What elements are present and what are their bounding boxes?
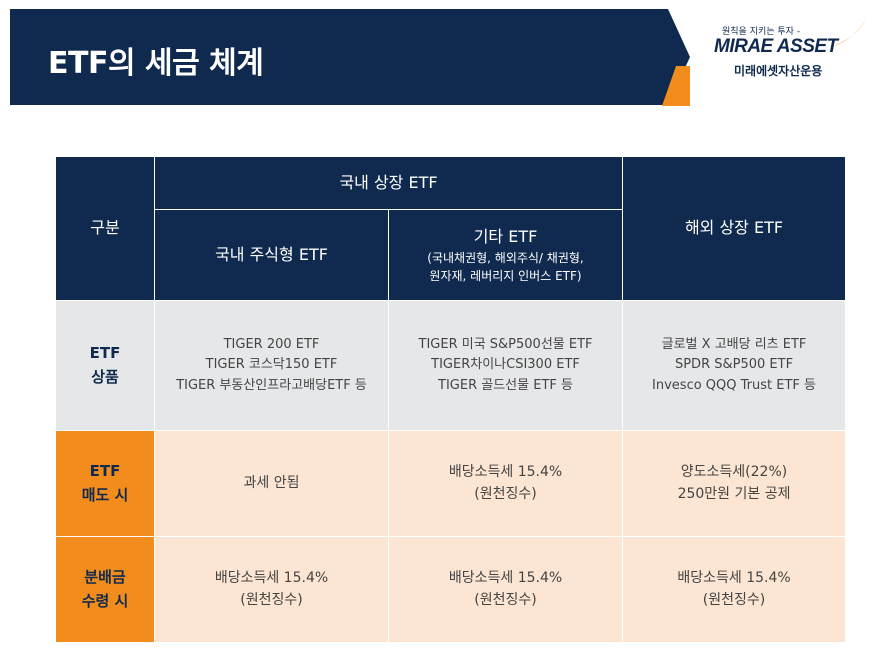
- logo-swoosh-icon: [834, 20, 866, 46]
- cell-line: (원천징수): [474, 591, 537, 608]
- cell-products-other: TIGER 미국 S&P500선물 ETF TIGER차이나CSI300 ETF…: [387, 300, 624, 431]
- cell-distribution-other: 배당소득세 15.4% (원천징수): [387, 536, 624, 643]
- cell-products-overseas: 글로벌 X 고배당 리츠 ETF SPDR S&P500 ETF Invesco…: [622, 300, 847, 431]
- row-label-line: 분배금: [84, 568, 126, 587]
- cell-line: 글로벌 X 고배당 리츠 ETF: [661, 337, 807, 353]
- tax-table: 구분 국내 상장 ETF 해외 상장 ETF 국내 주식형 ETF 기타 ETF…: [55, 156, 847, 643]
- cell-line: 배당소득세 15.4%: [214, 569, 329, 586]
- cell-line: 양도소득세(22%): [680, 463, 788, 480]
- col-header-other-title: 기타 ETF: [473, 226, 538, 246]
- cell-sale-other: 배당소득세 15.4% (원천징수): [387, 430, 624, 537]
- col-header-domestic-equity: 국내 주식형 ETF: [154, 209, 389, 301]
- cell-distribution-domestic-equity: 배당소득세 15.4% (원천징수): [154, 536, 389, 643]
- cell-line: (원천징수): [240, 591, 303, 608]
- row-label-on-sale: ETF 매도 시: [55, 430, 155, 537]
- cell-line: (원천징수): [474, 485, 537, 502]
- header-banner: [10, 9, 690, 105]
- cell-line: SPDR S&P500 ETF: [674, 357, 794, 373]
- cell-line: TIGER차이나CSI300 ETF: [431, 357, 580, 373]
- col-header-overseas: 해외 상장 ETF: [622, 156, 847, 301]
- cell-line: TIGER 부동산인프라고배당ETF 등: [176, 377, 367, 393]
- row-label-line: ETF: [89, 344, 121, 363]
- col-header-other-note-2: 원자재, 레버리지 인버스 ETF): [429, 269, 582, 284]
- col-header-other-note: (국내채권형, 해외주식/ 채권형, 원자재, 레버리지 인버스 ETF): [389, 249, 622, 285]
- cell-line: Invesco QQQ Trust ETF 등: [652, 377, 816, 393]
- row-label-line: 매도 시: [81, 485, 129, 504]
- logo-korean-name: 미래에셋자산운용: [734, 64, 823, 78]
- cell-line: 배당소득세 15.4%: [448, 463, 563, 480]
- page-title: ETF의 세금 체계: [48, 46, 264, 81]
- row-label-on-distribution: 분배금 수령 시: [55, 536, 155, 643]
- table-row: 분배금 수령 시 배당소득세 15.4% (원천징수) 배당소득세 15.4% …: [55, 536, 847, 643]
- cell-line: 배당소득세 15.4%: [448, 569, 563, 586]
- cell-line: TIGER 코스닥150 ETF: [205, 357, 338, 373]
- cell-line: (원천징수): [702, 591, 766, 608]
- cell-distribution-overseas: 배당소득세 15.4% (원천징수): [622, 536, 847, 643]
- cell-line: TIGER 골드선물 ETF 등: [438, 377, 573, 393]
- group-header-domestic: 국내 상장 ETF: [153, 156, 624, 210]
- cell-sale-overseas: 양도소득세(22%) 250만원 기본 공제: [622, 430, 847, 537]
- row-label-line: 수령 시: [81, 591, 129, 610]
- corner-header: 구분: [55, 156, 155, 301]
- cell-line: TIGER 미국 S&P500선물 ETF: [418, 337, 593, 353]
- cell-line: 배당소득세 15.4%: [677, 569, 791, 586]
- cell-line: TIGER 200 ETF: [223, 337, 320, 353]
- row-label-line: 상품: [91, 367, 119, 386]
- row-label-line: ETF: [89, 462, 121, 481]
- cell-line: 과세 안됨: [243, 474, 300, 491]
- cell-sale-domestic-equity: 과세 안됨: [154, 430, 389, 537]
- mirae-asset-logo: 원칙을 지키는 투자 - MIRAE ASSET 미래에셋자산운용: [712, 18, 872, 88]
- col-header-other: 기타 ETF (국내채권형, 해외주식/ 채권형, 원자재, 레버리지 인버스 …: [387, 209, 624, 301]
- table-row: ETF 상품 TIGER 200 ETF TIGER 코스닥150 ETF TI…: [55, 300, 847, 431]
- logo-brand: MIRAE ASSET: [714, 36, 838, 57]
- cell-line: 250만원 기본 공제: [677, 485, 791, 502]
- row-label-products: ETF 상품: [55, 300, 155, 431]
- table-row: ETF 매도 시 과세 안됨 배당소득세 15.4% (원천징수) 양도소득세(…: [55, 430, 847, 537]
- cell-products-domestic-equity: TIGER 200 ETF TIGER 코스닥150 ETF TIGER 부동산…: [154, 300, 389, 431]
- col-header-other-note-1: (국내채권형, 해외주식/ 채권형,: [427, 251, 584, 266]
- logo-tagline: 원칙을 지키는 투자 -: [722, 27, 801, 37]
